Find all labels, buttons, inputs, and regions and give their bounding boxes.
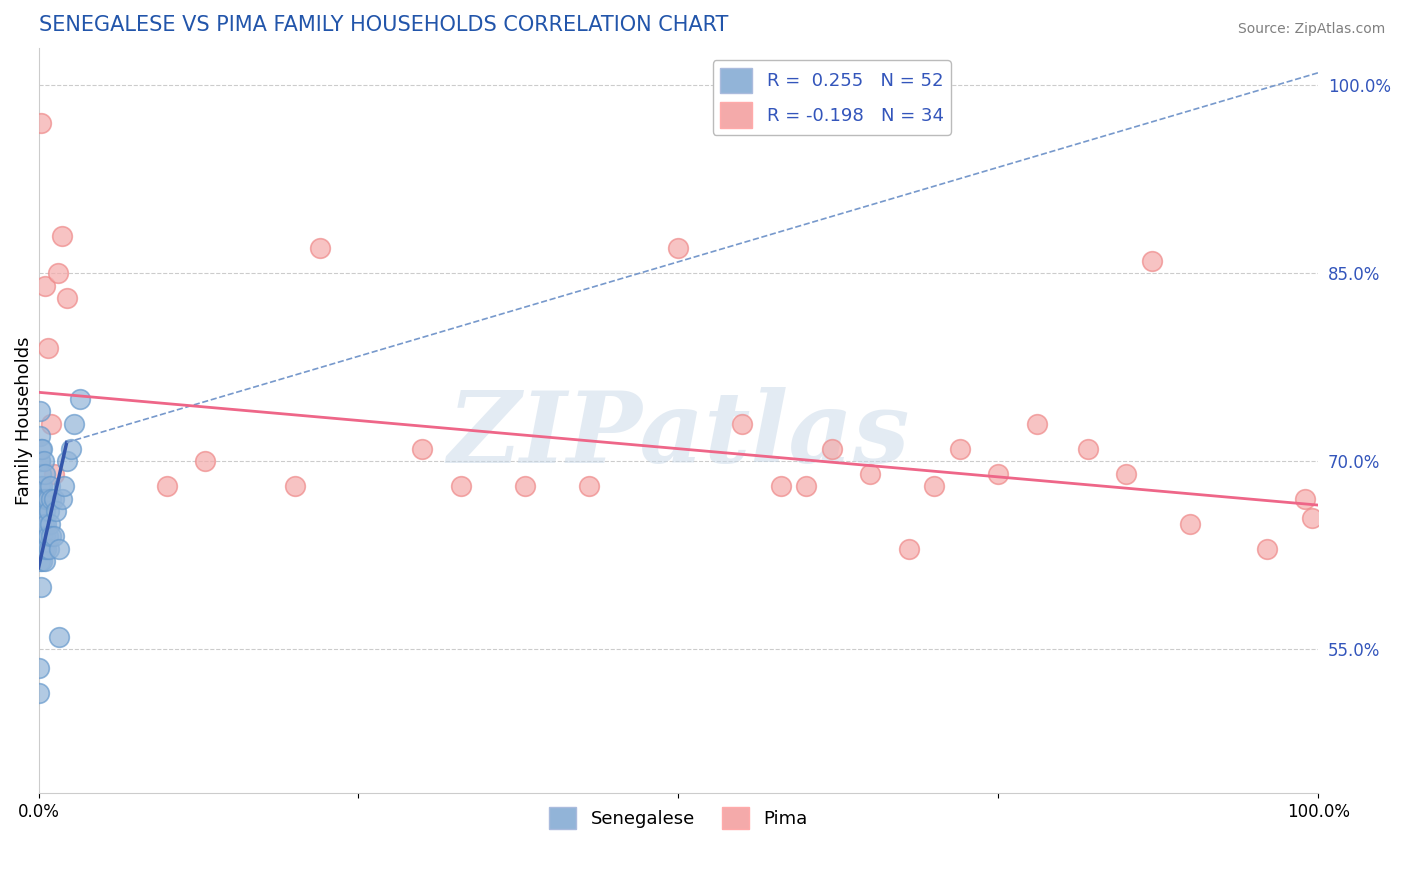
Point — [39, 479, 62, 493]
Text: Source: ZipAtlas.com: Source: ZipAtlas.com — [1237, 22, 1385, 37]
Point — [859, 467, 882, 481]
Point — [450, 479, 472, 493]
Point — [769, 479, 792, 493]
Point — [30, 116, 52, 130]
Point — [41, 491, 63, 506]
Point — [59, 442, 82, 456]
Point — [31, 554, 53, 568]
Point — [32, 516, 55, 531]
Point — [32, 491, 55, 506]
Point — [30, 454, 52, 468]
Point — [31, 529, 53, 543]
Point — [513, 479, 536, 493]
Y-axis label: Family Households: Family Households — [15, 336, 32, 505]
Point — [34, 278, 56, 293]
Point — [35, 491, 58, 506]
Legend: Senegalese, Pima: Senegalese, Pima — [541, 800, 815, 837]
Point — [55, 291, 77, 305]
Point — [42, 467, 65, 481]
Point — [28, 429, 51, 443]
Point — [411, 442, 433, 456]
Point — [30, 516, 52, 531]
Point — [30, 541, 52, 556]
Text: SENEGALESE VS PIMA FAMILY HOUSEHOLDS CORRELATION CHART: SENEGALESE VS PIMA FAMILY HOUSEHOLDS COR… — [38, 15, 728, 35]
Point — [1140, 253, 1163, 268]
Point — [31, 504, 53, 518]
Point — [30, 554, 52, 568]
Point — [51, 491, 73, 506]
Point — [28, 404, 51, 418]
Point — [30, 516, 52, 531]
Point — [53, 479, 76, 493]
Point — [283, 479, 305, 493]
Point — [37, 342, 59, 356]
Point — [35, 541, 58, 556]
Point — [28, 661, 51, 675]
Text: ZIPatlas: ZIPatlas — [447, 387, 910, 483]
Point — [194, 454, 217, 468]
Point — [41, 417, 63, 431]
Point — [1115, 467, 1137, 481]
Point — [28, 479, 51, 493]
Point — [668, 241, 690, 255]
Point — [37, 491, 59, 506]
Point — [38, 541, 60, 556]
Point — [155, 479, 177, 493]
Point — [28, 454, 51, 468]
Point — [34, 467, 56, 481]
Point — [41, 529, 63, 543]
Point — [31, 442, 53, 456]
Point — [821, 442, 844, 456]
Point — [578, 479, 600, 493]
Point — [1025, 417, 1047, 431]
Point — [32, 454, 55, 468]
Point — [1180, 516, 1202, 531]
Point — [37, 529, 59, 543]
Point — [39, 516, 62, 531]
Point — [987, 467, 1010, 481]
Point — [34, 504, 56, 518]
Point — [69, 392, 91, 406]
Point — [30, 442, 52, 456]
Point — [51, 228, 73, 243]
Point — [46, 266, 69, 280]
Point — [55, 454, 77, 468]
Point — [38, 504, 60, 518]
Point — [949, 442, 972, 456]
Point — [796, 479, 818, 493]
Point — [42, 529, 65, 543]
Point — [28, 504, 51, 518]
Point — [45, 504, 67, 518]
Point — [309, 241, 332, 255]
Point — [31, 479, 53, 493]
Point — [28, 686, 51, 700]
Point — [32, 541, 55, 556]
Point — [30, 491, 52, 506]
Point — [34, 529, 56, 543]
Point — [1077, 442, 1099, 456]
Point — [48, 630, 70, 644]
Point — [30, 467, 52, 481]
Point — [34, 554, 56, 568]
Point — [63, 417, 86, 431]
Point — [1301, 510, 1323, 524]
Point — [924, 479, 946, 493]
Point — [30, 580, 52, 594]
Point — [897, 541, 920, 556]
Point — [42, 491, 65, 506]
Point — [1295, 491, 1317, 506]
Point — [30, 491, 52, 506]
Point — [48, 541, 70, 556]
Point — [35, 516, 58, 531]
Point — [1256, 541, 1278, 556]
Point — [731, 417, 754, 431]
